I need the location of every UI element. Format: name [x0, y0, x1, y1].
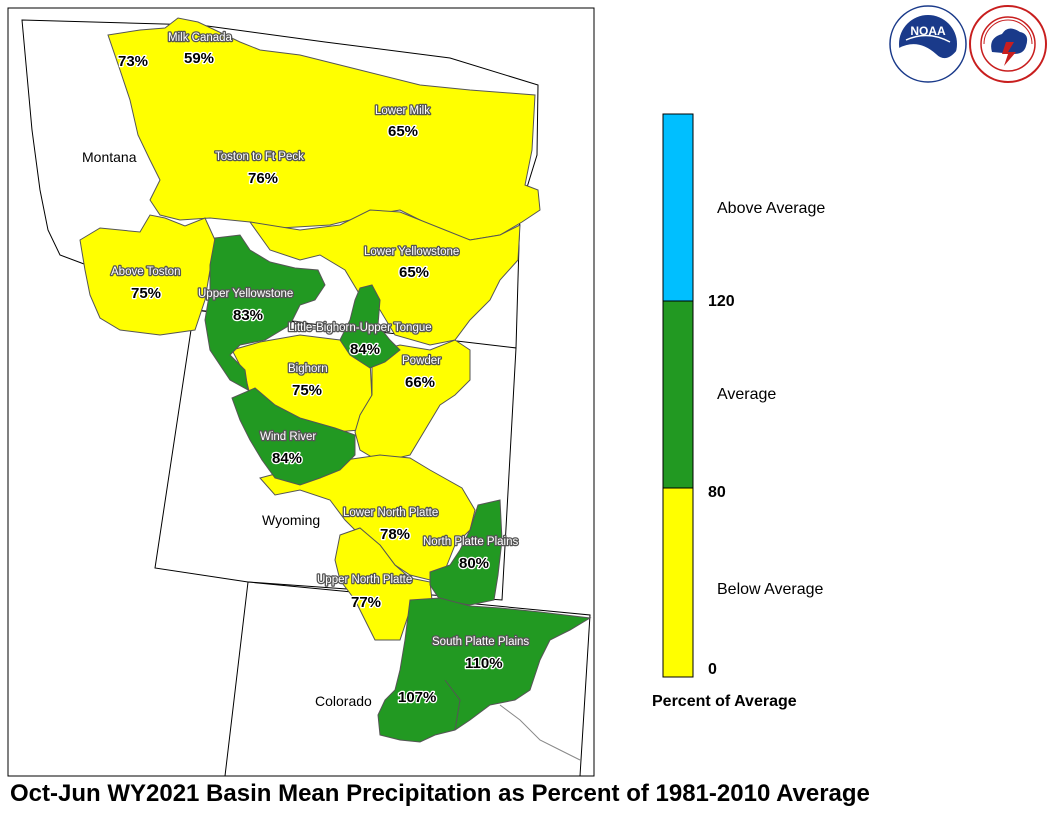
basin-percent: 84%: [272, 450, 302, 467]
legend-tick-80: 80: [708, 484, 726, 501]
state-label-montana: Montana: [82, 149, 137, 165]
nws-logo: [969, 5, 1047, 83]
basin-percent: 107%: [398, 689, 436, 706]
basin-name: Powder: [402, 355, 441, 367]
basin-percent: 76%: [248, 170, 278, 187]
noaa-logo: NOAA: [889, 5, 967, 83]
basin-percent: 84%: [350, 341, 380, 358]
basin-name: North Platte Plains: [423, 536, 518, 548]
basins-below-average: [79, 17, 541, 641]
basin-percent: 59%: [184, 50, 214, 67]
basin-percent: 78%: [380, 526, 410, 543]
basin-percent: 65%: [399, 264, 429, 281]
basin-shape-powder: [354, 339, 471, 463]
basin-percent: 73%: [118, 53, 148, 70]
basin-name: Milk Canada: [168, 32, 233, 44]
basin-percent: 110%: [465, 655, 503, 672]
basin-name: Toston to Ft Peck: [215, 151, 304, 163]
basin-percent: 80%: [459, 555, 489, 572]
basin-name: South Platte Plains: [432, 636, 529, 648]
legend-swatch-above: [662, 113, 694, 302]
basin-percent: 83%: [233, 307, 263, 324]
basin-name: Upper North Platte: [317, 574, 412, 586]
basin-shape-south-platte: [377, 597, 592, 743]
basin-percent: 66%: [405, 374, 435, 391]
basin-name: Little-Bighorn-Upper Tongue: [288, 322, 432, 334]
noaa-logo-text: NOAA: [910, 24, 946, 38]
state-label-wyoming: Wyoming: [262, 512, 320, 528]
basins-average: [204, 234, 592, 743]
basin-percent: 65%: [388, 123, 418, 140]
basin-name: Upper Yellowstone: [198, 288, 293, 300]
legend-label-average: Average: [717, 386, 776, 403]
map-title: Oct-Jun WY2021 Basin Mean Precipitation …: [10, 780, 870, 807]
legend-title: Percent of Average: [652, 693, 797, 710]
legend: Above Average Average Below Average 120 …: [652, 113, 825, 710]
basin-shape-north-montana: [107, 17, 541, 241]
basin-percent: 77%: [351, 594, 381, 611]
basin-shape-lower-yellowstone: [248, 209, 521, 346]
legend-swatch-average: [662, 300, 694, 489]
basin-shape-upper-yellowstone: [204, 234, 326, 391]
state-label-colorado: Colorado: [315, 693, 372, 709]
basin-percent: 75%: [292, 382, 322, 399]
basin-shape-lower-north-platte: [259, 454, 476, 581]
basin-name: Lower Yellowstone: [364, 246, 459, 258]
basin-shape-little-bighorn: [339, 284, 401, 369]
basin-percent: 75%: [131, 285, 161, 302]
legend-swatch-below: [662, 487, 694, 678]
basin-name: Bighorn: [288, 363, 328, 375]
legend-tick-120: 120: [708, 293, 735, 310]
legend-tick-0: 0: [708, 661, 717, 678]
legend-label-above: Above Average: [717, 200, 825, 217]
basin-name: Lower Milk: [375, 105, 430, 117]
basin-name: Wind River: [260, 431, 316, 443]
basin-divider: [444, 679, 461, 731]
legend-label-below: Below Average: [717, 581, 824, 598]
basin-name: Lower North Platte: [343, 507, 438, 519]
county-line: [499, 704, 581, 761]
basin-name: Above Toston: [111, 266, 180, 278]
basin-shape-wind-river: [231, 387, 356, 486]
